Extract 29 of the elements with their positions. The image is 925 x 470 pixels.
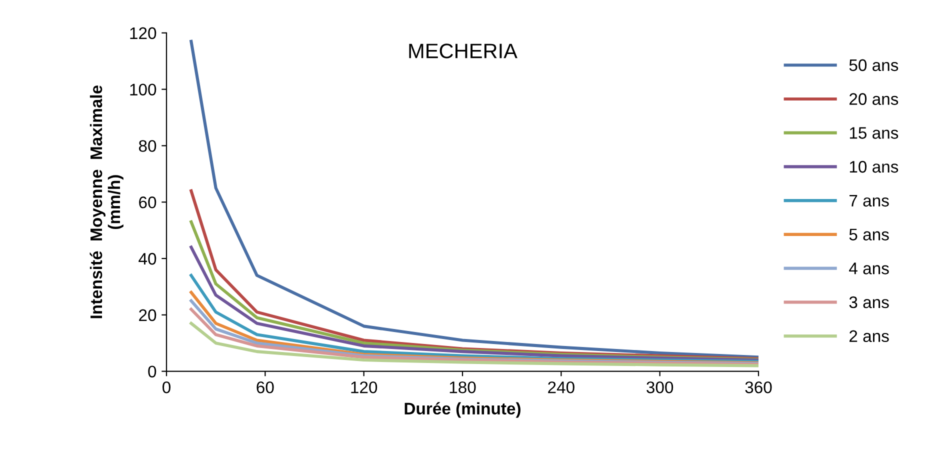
x-axis-title: Durée (minute) <box>404 402 520 418</box>
y-tick-label: 20 <box>139 309 156 322</box>
legend-label: 7 ans <box>850 194 889 207</box>
y-tick-label: 40 <box>138 252 156 265</box>
x-tick-label: 300 <box>646 381 674 394</box>
y-tick-label: 80 <box>138 140 156 152</box>
line-series <box>190 246 758 362</box>
y-tick-label: 100 <box>130 84 156 96</box>
legend-label: 10 ans <box>850 160 898 173</box>
legend-label: 2 ans <box>850 330 889 342</box>
x-tick-label: 360 <box>745 381 772 394</box>
legend-label: 3 ans <box>849 296 889 308</box>
y-axis-title: Intensité Moyenne Maximale (mm/h) <box>90 85 124 318</box>
chart-title: MECHERIA <box>409 44 518 58</box>
line-series <box>190 40 758 359</box>
x-tick-label: 120 <box>351 381 378 394</box>
legend-label: 5 ans <box>849 228 889 240</box>
line-series <box>190 322 758 368</box>
x-tick-label: 180 <box>450 381 476 394</box>
legend-label: 4 ans <box>849 262 889 274</box>
x-tick-label: 240 <box>548 381 574 394</box>
legend-label: 15 ans <box>850 127 898 139</box>
legend-label: 50 ans <box>849 59 898 72</box>
y-tick-label: 60 <box>139 196 156 208</box>
legend-label: 20 ans <box>850 93 898 105</box>
y-tick-label: 0 <box>148 366 156 378</box>
x-tick-label: 0 <box>162 381 170 394</box>
y-tick-label: 120 <box>130 27 156 40</box>
x-tick-label: 60 <box>256 381 274 394</box>
